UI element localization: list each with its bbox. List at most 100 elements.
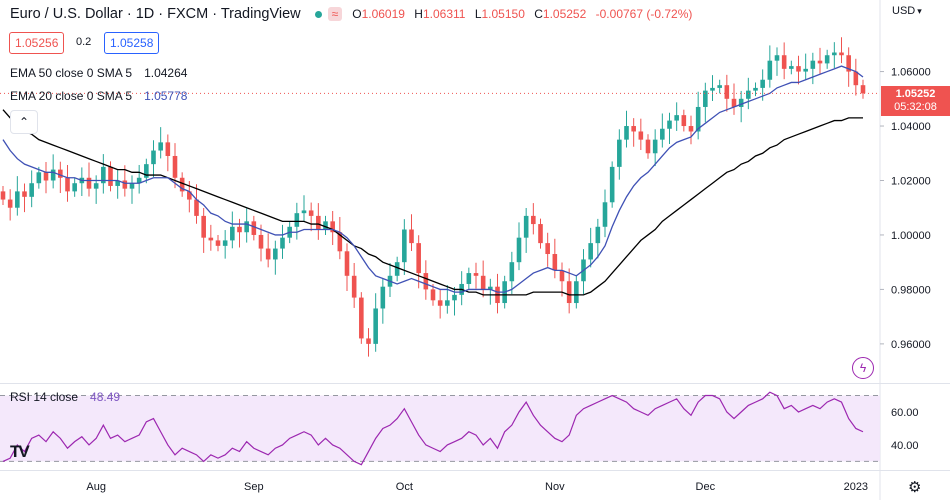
candle-body: [273, 248, 278, 260]
candle-body: [746, 90, 751, 99]
candle-body: [667, 120, 672, 129]
lightning-icon[interactable]: ϟ: [852, 357, 874, 379]
candle-body: [101, 166, 106, 184]
candle: [7, 189, 13, 221]
candle-body: [538, 224, 543, 244]
candle: [115, 170, 120, 199]
candle-body: [767, 60, 773, 80]
time-tick-label: Nov: [545, 481, 565, 493]
buy-button[interactable]: 1.05258: [104, 32, 160, 54]
sell-button[interactable]: 1.05256: [9, 32, 65, 54]
candle-body: [695, 106, 701, 132]
candle-body: [645, 139, 651, 154]
candle-body: [172, 155, 178, 178]
candle-body: [480, 275, 486, 290]
candle: [15, 176, 20, 216]
candle-body: [366, 338, 371, 344]
candle: [803, 53, 808, 80]
candle: [151, 140, 156, 177]
candle: [602, 189, 608, 238]
candle: [574, 275, 579, 309]
candle: [753, 82, 758, 97]
candle-body: [488, 286, 493, 290]
candle: [251, 215, 257, 241]
candle: [437, 289, 443, 319]
candle: [638, 118, 644, 150]
gear-icon[interactable]: ⚙: [908, 479, 922, 496]
candle-body: [0, 191, 6, 200]
candle: [136, 164, 142, 194]
candle-body: [810, 60, 816, 69]
price-tick-label: 1.06000: [891, 67, 931, 79]
candle-body: [853, 71, 859, 86]
candle-body: [22, 191, 27, 197]
candle-body: [781, 55, 787, 69]
candle: [86, 162, 92, 197]
candle: [394, 256, 400, 282]
candle: [860, 79, 866, 99]
collapse-legend-button[interactable]: ⌃: [10, 110, 38, 134]
price-tick-label: 1.00000: [891, 230, 931, 242]
candle: [652, 129, 658, 167]
currency-selector[interactable]: USD ▾: [892, 5, 922, 17]
indicator-lines: [0, 65, 880, 296]
ema20-legend[interactable]: EMA 20 close 0 SMA 5 1.05778: [10, 89, 187, 103]
candle-body: [796, 66, 801, 72]
candle-body: [595, 226, 601, 244]
candle-body: [308, 210, 314, 216]
candle: [545, 232, 550, 267]
candle-body: [380, 286, 386, 309]
ema20-line: [2, 65, 864, 293]
candle-body: [237, 226, 242, 233]
candle: [688, 115, 694, 145]
candle-body: [230, 226, 235, 241]
candle: [559, 262, 565, 297]
candle: [731, 83, 737, 115]
candle-body: [774, 55, 780, 61]
candle-body: [115, 180, 120, 186]
candle: [832, 42, 837, 69]
candle: [50, 154, 56, 189]
candle: [301, 195, 307, 222]
green-dot-icon: [314, 10, 322, 18]
candle-body: [179, 177, 185, 192]
symbol-title[interactable]: Euro / U.S. Dollar · 1D · FXCM · Trading…: [10, 6, 301, 22]
wave-icon[interactable]: ≈: [327, 7, 343, 21]
candle: [516, 222, 522, 271]
candle-body: [466, 273, 472, 284]
candle: [853, 58, 859, 96]
candle: [617, 129, 622, 180]
candle-body: [717, 85, 722, 88]
candle: [509, 251, 515, 295]
candle-body: [165, 142, 171, 156]
candle: [710, 75, 715, 101]
candle-body: [215, 240, 221, 246]
chart-header: Euro / U.S. Dollar · 1D · FXCM · Trading…: [10, 6, 698, 22]
candle-body: [251, 221, 257, 235]
candle: [817, 47, 823, 74]
candle-body: [129, 183, 135, 189]
candle: [667, 112, 672, 145]
candle-body: [617, 139, 622, 167]
candle-body: [703, 90, 708, 107]
candle-body: [516, 237, 522, 263]
candle: [380, 278, 386, 324]
candle: [230, 211, 235, 249]
candle-body: [602, 202, 608, 227]
rsi-legend[interactable]: RSI 14 close 48.49: [10, 390, 120, 404]
candle: [93, 175, 99, 204]
candle: [79, 167, 85, 197]
candle-body: [201, 215, 206, 238]
candle-body: [337, 232, 343, 252]
candles: [0, 37, 866, 357]
candle: [58, 161, 63, 194]
candle: [359, 292, 364, 344]
candle-body: [860, 85, 866, 94]
tradingview-logo-icon[interactable]: TV: [10, 442, 30, 461]
ema50-legend[interactable]: EMA 50 close 0 SMA 5 1.04264: [10, 66, 187, 80]
rsi-label: RSI 14 close: [10, 390, 79, 404]
ema20-label: EMA 20 close 0 SMA 5: [10, 89, 133, 103]
candle: [774, 47, 780, 76]
candle: [330, 210, 335, 246]
